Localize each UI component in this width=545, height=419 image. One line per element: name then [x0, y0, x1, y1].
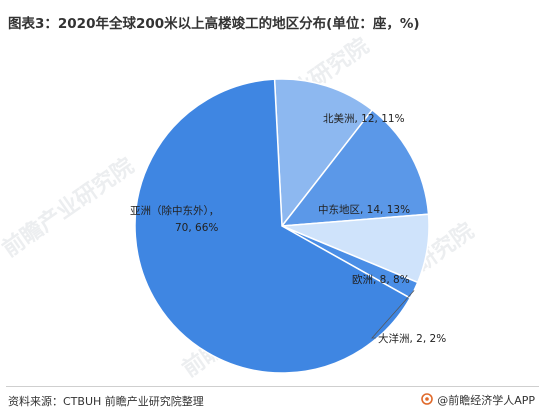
footer-divider [6, 386, 539, 387]
data-label-oceania: 大洋洲, 2, 2% [378, 332, 446, 345]
brand: @前瞻经济学人APP [421, 392, 535, 408]
pie-chart: 北美洲, 12, 11% 中东地区, 14, 13% 欧洲, 8, 8% 大洋洲, 2… [130, 78, 446, 374]
data-label-asia-value: 70, 66% [175, 222, 218, 234]
data-labels: 北美洲, 12, 11% 中东地区, 14, 13% 欧洲, 8, 8% 大洋洲, 2… [130, 112, 446, 345]
chart-title: 图表3：2020年全球200米以上高楼竣工的地区分布(单位：座，%) [8, 16, 420, 32]
footer: 资料来源：CTBUH 前瞻产业研究院整理 @前瞻经济学人APP [0, 384, 545, 419]
pie-slices [134, 78, 430, 374]
data-label-north-america: 北美洲, 12, 11% [323, 112, 405, 125]
data-label-europe: 欧洲, 8, 8% [352, 274, 410, 286]
brand-logo-icon [421, 392, 434, 408]
slice-middle-east [280, 108, 430, 227]
leader-lines [371, 290, 415, 339]
brand-text: @前瞻经济学人APP [437, 394, 535, 407]
data-label-asia-name: 亚洲（除中东外）， [130, 204, 219, 217]
data-label-middle-east: 中东地区, 14, 13% [318, 203, 410, 216]
source-note: 资料来源：CTBUH 前瞻产业研究院整理 [8, 395, 204, 408]
leader-line-oceania [371, 290, 415, 339]
slice-asia [134, 78, 412, 374]
slice-north-america [273, 78, 374, 229]
